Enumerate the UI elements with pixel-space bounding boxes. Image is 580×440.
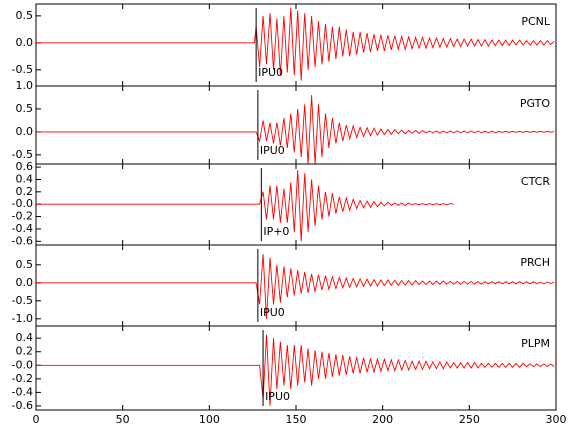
y-tick-label: 0.4 [16,331,34,344]
y-tick-label: -0.6 [12,399,33,412]
station-label: PCNL [521,15,551,28]
station-label: CTCR [521,175,550,188]
y-tick-label: -0.4 [12,222,33,235]
pick-label: IPU0 [265,390,290,403]
y-tick-label: 0.5 [16,258,34,271]
station-label: PGTO [520,97,550,110]
y-tick-label: 0.0 [16,36,34,49]
station-label: PRCH [520,256,550,269]
waveform [36,334,555,406]
station-label: PLPM [521,337,550,350]
y-tick-label: -0.5 [12,63,33,76]
pick-label: IPU0 [258,66,283,79]
y-tick-label: 0.6 [16,160,34,173]
y-tick-label: -1.0 [12,312,33,325]
y-tick-label: 1.0 [16,79,34,92]
y-tick-label: 0.5 [16,102,34,115]
y-tick-label: 0.2 [16,345,34,358]
waveform [36,253,555,319]
x-tick-label: 0 [33,413,40,426]
pick-label: IP+0 [263,225,289,238]
x-tick-label: 250 [459,413,480,426]
y-tick-label: 0.0 [16,125,34,138]
waveform [36,170,454,242]
x-tick-label: 150 [286,413,307,426]
y-tick-label: -0.5 [12,148,33,161]
y-tick-label: -0.6 [12,234,33,247]
y-tick-label: 0.2 [16,185,34,198]
pick-label: IPU0 [260,144,285,157]
y-tick-label: 0.0 [16,276,34,289]
x-tick-label: 200 [372,413,393,426]
pick-label: IPU0 [260,306,285,319]
y-tick-label: -0.2 [12,210,33,223]
y-tick-label: -0.0 [12,358,33,371]
y-tick-label: 0.5 [16,9,34,22]
x-tick-label: 300 [546,413,567,426]
waveform [36,7,555,81]
y-tick-label: -0.4 [12,385,33,398]
x-tick-label: 100 [199,413,220,426]
waveform [36,95,555,165]
y-tick-label: 0.4 [16,172,34,185]
y-tick-label: -0.5 [12,294,33,307]
x-tick-label: 50 [116,413,130,426]
y-tick-label: -0.2 [12,372,33,385]
y-tick-label: -0.0 [12,197,33,210]
